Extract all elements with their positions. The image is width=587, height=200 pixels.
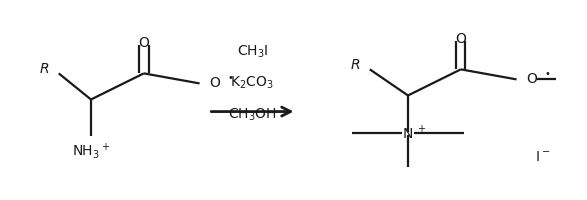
Text: O: O [526,72,537,86]
Text: N: N [403,126,413,140]
Text: +: + [417,123,425,133]
Text: R: R [350,58,360,72]
Text: •: • [544,69,550,79]
Text: I$^-$: I$^-$ [535,149,551,163]
Text: K$_2$CO$_3$: K$_2$CO$_3$ [231,74,274,90]
Text: R: R [39,62,49,76]
Text: O: O [209,76,220,90]
Text: CH$_3$OH: CH$_3$OH [228,106,277,122]
Text: CH$_3$I: CH$_3$I [237,44,268,60]
Text: NH$_3$$^+$: NH$_3$$^+$ [72,140,110,160]
Text: O: O [456,32,466,46]
Text: O: O [139,36,149,50]
Text: •: • [227,73,233,83]
